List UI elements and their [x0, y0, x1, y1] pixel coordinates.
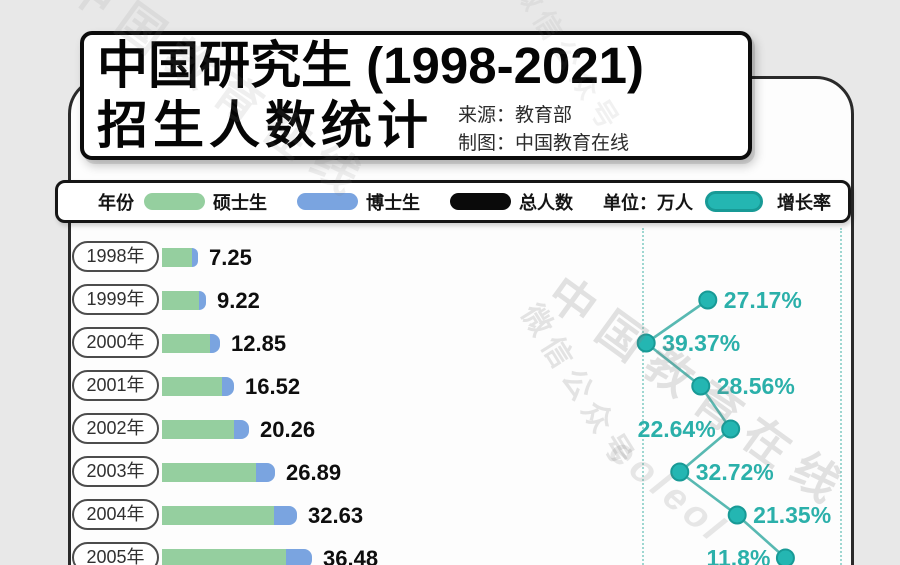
- doctoral-bar-segment: [256, 462, 275, 482]
- year-pill: 1999年: [72, 283, 159, 315]
- enrollment-bar: [162, 376, 234, 396]
- table-row: 2005年 36.48: [0, 537, 900, 565]
- growth-rate-point: [691, 376, 711, 396]
- table-row: 2004年 32.63: [0, 494, 900, 537]
- enrollment-bar: [162, 462, 275, 482]
- growth-rate-point: [721, 419, 741, 439]
- growth-rate-label: 27.17%: [723, 287, 802, 313]
- total-value-label: 26.89: [286, 459, 342, 485]
- legend-masters-label: 硕士生: [213, 192, 267, 213]
- total-swatch: [450, 193, 511, 210]
- legend-doctoral-label: 博士生: [366, 192, 420, 213]
- doctoral-bar-segment: [274, 505, 297, 525]
- table-row: 2003年 26.89: [0, 451, 900, 494]
- doctoral-bar-segment: [222, 376, 234, 396]
- growth-rate-label: 21.35%: [753, 502, 832, 528]
- masters-bar-segment: [162, 376, 222, 396]
- doctoral-bar-segment: [234, 419, 249, 439]
- growth-rate-label: 32.72%: [695, 459, 774, 485]
- masters-swatch: [144, 193, 205, 210]
- doctoral-swatch: [297, 193, 358, 210]
- doctoral-bar-segment: [286, 548, 312, 565]
- credit-label: 制图：中国教育在线: [458, 133, 630, 154]
- total-value-label: 20.26: [260, 416, 316, 442]
- legend-growth-label: 增长率: [777, 192, 831, 213]
- masters-bar-segment: [162, 462, 256, 482]
- table-row: 2000年 12.85: [0, 322, 900, 365]
- total-value-label: 7.25: [209, 244, 252, 270]
- growth-swatch: [705, 191, 763, 212]
- table-row: 2002年 20.26: [0, 408, 900, 451]
- table-row: 2001年 16.52: [0, 365, 900, 408]
- doctoral-bar-segment: [199, 290, 206, 310]
- title-box: 中国研究生 (1998-2021) 招生人数统计 来源：教育部 制图：中国教育在…: [80, 31, 752, 160]
- doctoral-bar-segment: [210, 333, 220, 353]
- year-pill: 2001年: [72, 369, 159, 401]
- growth-rate-label: 22.64%: [637, 416, 716, 442]
- total-value-label: 16.52: [245, 373, 301, 399]
- year-pill: 1998年: [72, 240, 159, 272]
- enrollment-bar: [162, 247, 198, 267]
- title-meta: 来源：教育部 制图：中国教育在线: [458, 102, 629, 158]
- growth-rate-label: 39.37%: [662, 330, 741, 356]
- source-label: 来源：教育部: [458, 105, 573, 126]
- growth-rate-point: [670, 462, 690, 482]
- masters-bar-segment: [162, 505, 274, 525]
- page-title-line1: 中国研究生 (1998-2021): [97, 37, 645, 94]
- total-value-label: 32.63: [308, 502, 364, 528]
- total-value-label: 36.48: [323, 545, 379, 565]
- growth-rate-point: [775, 548, 795, 565]
- total-value-label: 9.22: [217, 287, 260, 313]
- enrollment-bar: [162, 548, 312, 565]
- legend-year-label: 年份: [98, 192, 134, 213]
- masters-bar-segment: [162, 333, 210, 353]
- year-pill: 2002年: [72, 412, 159, 444]
- masters-bar-segment: [162, 247, 192, 267]
- growth-guide-line-right: [840, 228, 842, 565]
- growth-guide-line-left: [642, 228, 644, 565]
- masters-bar-segment: [162, 548, 286, 565]
- legend-bar: 年份 硕士生 博士生 总人数 单位：万人 增长率: [55, 180, 851, 223]
- legend-total-label: 总人数: [519, 192, 573, 213]
- enrollment-bar: [162, 333, 220, 353]
- year-pill: 2000年: [72, 326, 159, 358]
- doctoral-bar-segment: [192, 247, 198, 267]
- table-row: 1998年 7.25: [0, 236, 900, 279]
- enrollment-bar: [162, 505, 297, 525]
- growth-rate-point: [636, 333, 656, 353]
- masters-bar-segment: [162, 290, 199, 310]
- growth-rate-label: 11.8%: [706, 545, 771, 565]
- masters-bar-segment: [162, 419, 234, 439]
- total-value-label: 12.85: [231, 330, 287, 356]
- growth-rate-label: 28.56%: [716, 373, 795, 399]
- growth-rate-point: [698, 290, 718, 310]
- legend-unit-label: 单位：万人: [603, 192, 693, 213]
- enrollment-bar: [162, 290, 206, 310]
- year-pill: 2004年: [72, 498, 159, 530]
- year-pill: 2003年: [72, 455, 159, 487]
- year-pill: 2005年: [72, 541, 159, 565]
- enrollment-bar: [162, 419, 249, 439]
- page-title-line2: 招生人数统计: [97, 97, 434, 154]
- table-row: 1999年 9.22: [0, 279, 900, 322]
- growth-rate-point: [727, 505, 747, 525]
